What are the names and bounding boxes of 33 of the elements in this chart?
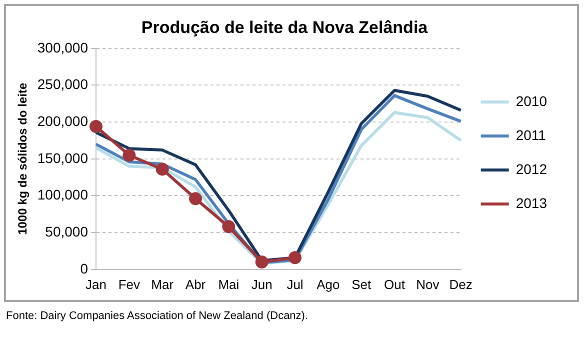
y-tick-label: 200,000: [37, 112, 88, 129]
x-tick-label: Fev: [118, 276, 141, 292]
legend-label: 2011: [516, 126, 546, 143]
legend-label: 2010: [516, 92, 548, 109]
y-axis-title: 1000 kg de sólidos do leite: [16, 82, 30, 235]
x-tick-label: Jul: [286, 276, 304, 292]
x-tick-label: Mai: [218, 276, 240, 292]
legend-label: 2013: [516, 194, 548, 211]
y-tick-label: 250,000: [37, 76, 88, 92]
x-tick-label: Mar: [151, 276, 174, 292]
point: [90, 120, 103, 133]
point: [222, 220, 236, 234]
y-tick-label: 50,000: [45, 223, 88, 240]
chart-title: Produção de leite da Nova Zelândia: [141, 18, 428, 37]
x-tick-label: Ago: [316, 276, 340, 292]
point: [156, 162, 169, 176]
y-tick-label: 150,000: [37, 150, 88, 166]
x-tick-label: Jun: [251, 276, 272, 292]
y-tick-label: 100,000: [37, 186, 88, 203]
point: [255, 256, 268, 269]
x-tick-label: Set: [352, 276, 372, 292]
x-tick-label: Out: [384, 276, 406, 292]
legend-label: 2012: [516, 160, 548, 177]
x-tick-label: Dez: [449, 276, 472, 292]
y-tick-label: 0: [80, 260, 88, 276]
point: [288, 251, 302, 264]
x-tick-label: Nov: [416, 276, 440, 292]
y-tick-label: 300,000: [37, 39, 88, 56]
point: [122, 148, 136, 162]
source-note: Fonte: Dairy Companies Association of New Zealand (Dcanz).: [6, 310, 308, 322]
x-tick-label: Jan: [86, 276, 106, 292]
x-tick-label: Abr: [185, 276, 206, 292]
point: [189, 192, 202, 206]
